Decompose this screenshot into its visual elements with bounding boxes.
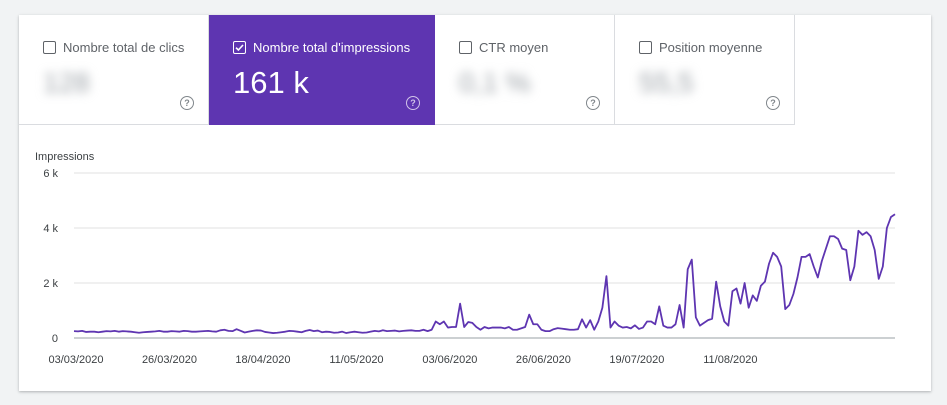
- help-icon[interactable]: ?: [180, 96, 194, 110]
- metric-value: 161 k: [233, 65, 309, 100]
- metric-label: Nombre total de clics: [63, 40, 185, 55]
- x-tick-label: 03/03/2020: [48, 354, 103, 366]
- y-axis-ticks: 0 2 k 4 k 6 k: [43, 168, 58, 345]
- metric-average-ctr[interactable]: CTR moyen 0,1 % ?: [435, 15, 615, 125]
- metric-total-impressions[interactable]: Nombre total d'impressions 161 k ?: [209, 15, 435, 125]
- metric-label: CTR moyen: [479, 40, 549, 55]
- metric-tabs: Nombre total de clics 128 ? Nombre total…: [19, 15, 795, 125]
- metric-value: 55,5: [639, 67, 694, 98]
- grid: [74, 172, 895, 339]
- x-tick-label: 26/03/2020: [142, 354, 197, 366]
- checkbox-icon[interactable]: [639, 41, 652, 54]
- y-axis-label: Impressions: [35, 151, 95, 163]
- impressions-series-line: [73, 213, 896, 334]
- x-tick-label: 11/08/2020: [703, 354, 757, 366]
- x-tick-label: 03/06/2020: [422, 354, 477, 366]
- performance-card: Nombre total de clics 128 ? Nombre total…: [19, 15, 931, 391]
- y-tick-label: 4 k: [43, 223, 58, 235]
- x-axis-ticks: 03/03/2020 26/03/2020 18/04/2020 11/05/2020…: [48, 354, 757, 366]
- y-tick-label: 0: [52, 333, 58, 345]
- help-icon[interactable]: ?: [766, 96, 780, 110]
- metric-label: Nombre total d'impressions: [253, 40, 411, 55]
- metric-average-position[interactable]: Position moyenne 55,5 ?: [615, 15, 795, 125]
- x-tick-label: 11/05/2020: [329, 354, 383, 366]
- metric-value: 128: [43, 67, 90, 98]
- y-tick-label: 6 k: [43, 168, 58, 180]
- y-tick-label: 2 k: [43, 278, 58, 290]
- checkbox-icon[interactable]: [459, 41, 472, 54]
- x-tick-label: 19/07/2020: [609, 354, 664, 366]
- metric-label: Position moyenne: [659, 40, 763, 55]
- x-tick-label: 26/06/2020: [516, 354, 571, 366]
- impressions-chart: Impressions 0 2 k 4 k 6 k 03/03/2020 26/03/2…: [35, 151, 896, 366]
- help-icon[interactable]: ?: [406, 96, 420, 110]
- checkbox-icon[interactable]: [43, 41, 56, 54]
- metric-value: 0,1 %: [459, 67, 531, 98]
- metric-total-clicks[interactable]: Nombre total de clics 128 ?: [19, 15, 209, 125]
- checkbox-checked-icon[interactable]: [233, 41, 246, 54]
- x-tick-label: 18/04/2020: [235, 354, 290, 366]
- help-icon[interactable]: ?: [586, 96, 600, 110]
